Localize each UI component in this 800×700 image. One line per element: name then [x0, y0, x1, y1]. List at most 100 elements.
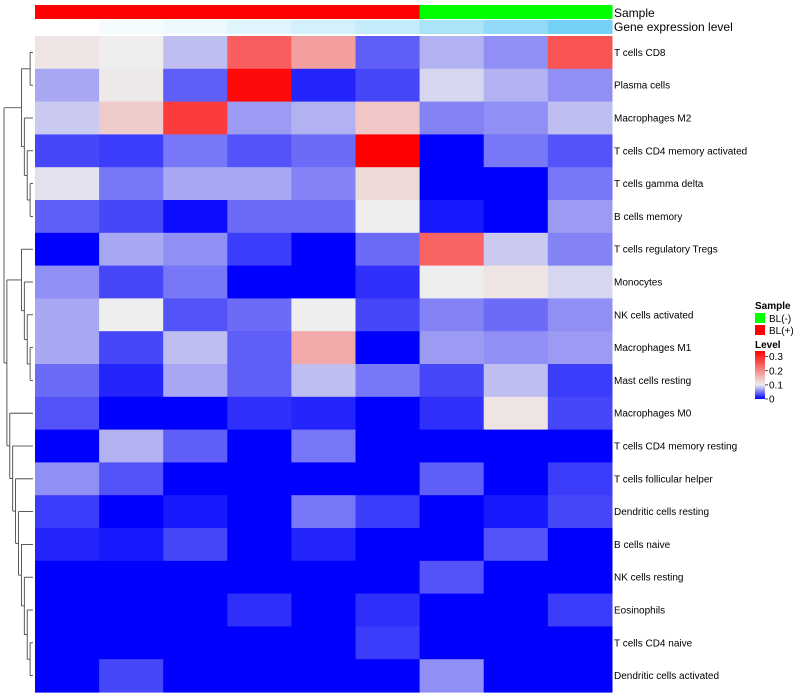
- row-label: B cells memory: [614, 212, 682, 223]
- sample-annotation-label: Sample: [614, 6, 655, 20]
- heatmap-cell: [163, 265, 228, 299]
- heatmap-cell: [99, 560, 164, 595]
- sample-legend-swatch: [755, 313, 765, 323]
- heatmap-cell: [227, 36, 292, 70]
- heatmap-cell: [483, 232, 549, 267]
- heatmap-cell: [291, 298, 357, 332]
- heatmap-cell: [355, 396, 421, 431]
- heatmap-cell: [163, 200, 228, 234]
- heatmap-cell: [163, 396, 228, 431]
- gene-level-annotation-cell: [419, 20, 485, 34]
- heatmap-cell: [35, 68, 100, 103]
- heatmap-cell: [483, 659, 549, 693]
- heatmap-cell: [163, 626, 228, 660]
- heatmap-cell: [227, 265, 292, 299]
- heatmap-cell: [483, 298, 549, 332]
- row-labels: T cells CD8 Plasma cells Macrophages M2 T c…: [614, 48, 747, 682]
- sample-legend-swatch: [755, 325, 765, 335]
- heatmap-cell: [35, 232, 100, 267]
- heatmap-cell: [227, 364, 292, 398]
- heatmap-cell: [163, 331, 228, 365]
- heatmap-cell: [35, 298, 100, 332]
- heatmap-cell: [291, 659, 357, 693]
- heatmap-cell: [35, 659, 100, 693]
- heatmap-cell: [291, 560, 357, 595]
- heatmap-cell: [419, 659, 485, 693]
- heatmap-cell: [483, 429, 549, 463]
- level-legend-tick-label: 0.2: [769, 366, 783, 377]
- heatmap-cell: [99, 429, 164, 463]
- sample-legend-label: BL(-): [769, 314, 791, 325]
- heatmap-cells: [35, 36, 613, 693]
- heatmap-cell: [547, 364, 613, 398]
- heatmap-cell: [291, 36, 357, 70]
- gene-level-annotation-cell: [483, 20, 549, 34]
- heatmap-cell: [355, 134, 421, 168]
- gene-level-annotation-cell: [163, 20, 228, 34]
- heatmap-cell: [419, 560, 485, 595]
- heatmap-cell: [483, 200, 549, 234]
- heatmap-cell: [163, 68, 228, 103]
- heatmap-cell: [419, 101, 485, 135]
- heatmap-cell: [291, 134, 357, 168]
- heatmap-cell: [547, 265, 613, 299]
- heatmap-cell: [35, 331, 100, 365]
- heatmap-cell: [547, 68, 613, 103]
- heatmap-cell: [291, 495, 357, 529]
- heatmap-cell: [355, 462, 421, 496]
- heatmap-cell: [99, 331, 164, 365]
- heatmap-cell: [99, 462, 164, 496]
- heatmap-cell: [419, 396, 485, 431]
- heatmap-cell: [227, 396, 292, 431]
- heatmap-cell: [99, 593, 164, 627]
- row-label: T cells regulatory Tregs: [614, 245, 718, 256]
- heatmap-cell: [483, 331, 549, 365]
- heatmap-cell: [227, 560, 292, 595]
- gene-level-annotation-cell: [35, 20, 100, 34]
- heatmap-cell: [35, 167, 100, 201]
- gene-level-annotation-cell: [291, 20, 357, 34]
- row-label: Macrophages M2: [614, 114, 692, 125]
- heatmap-cell: [547, 560, 613, 595]
- row-label: T cells gamma delta: [614, 179, 704, 190]
- heatmap-cell: [291, 167, 357, 201]
- heatmap-cell: [419, 593, 485, 627]
- heatmap-cell: [35, 462, 100, 496]
- heatmap-cell: [291, 626, 357, 660]
- heatmap-cell: [163, 593, 228, 627]
- heatmap-cell: [547, 495, 613, 529]
- heatmap-cell: [355, 36, 421, 70]
- heatmap-cell: [355, 331, 421, 365]
- heatmap-cell: [419, 265, 485, 299]
- heatmap-cell: [355, 265, 421, 299]
- level-legend-scale: 0.3 0.2 0.1 0: [755, 351, 783, 406]
- heatmap-cell: [163, 495, 228, 529]
- heatmap-cell: [547, 167, 613, 201]
- heatmap-cell: [547, 331, 613, 365]
- heatmap-cell: [547, 429, 613, 463]
- row-label: NK cells activated: [614, 310, 693, 321]
- heatmap-cell: [355, 68, 421, 103]
- heatmap-cell: [99, 298, 164, 332]
- heatmap-cell: [163, 364, 228, 398]
- heatmap-cell: [419, 331, 485, 365]
- heatmap-cell: [99, 364, 164, 398]
- heatmap-cell: [355, 626, 421, 660]
- heatmap-cell: [483, 560, 549, 595]
- heatmap-cell: [99, 265, 164, 299]
- heatmap-cell: [419, 68, 485, 103]
- heatmap-cell: [483, 528, 549, 562]
- gene-level-annotation-cell: [355, 20, 421, 34]
- heatmap-cell: [483, 265, 549, 299]
- gene-level-annotation-cell: [227, 20, 292, 34]
- heatmap-cell: [291, 68, 357, 103]
- heatmap-cell: [547, 593, 613, 627]
- heatmap-cell: [35, 364, 100, 398]
- sample-annotation-cell: [99, 5, 164, 19]
- heatmap-cell: [99, 232, 164, 267]
- heatmap-cell: [35, 429, 100, 463]
- heatmap-cell: [35, 36, 100, 70]
- heatmap-cell: [163, 560, 228, 595]
- legend: Sample BL(-)BL(+) Level 0.3 0.2 0.1 0: [755, 301, 794, 406]
- heatmap-cell: [547, 396, 613, 431]
